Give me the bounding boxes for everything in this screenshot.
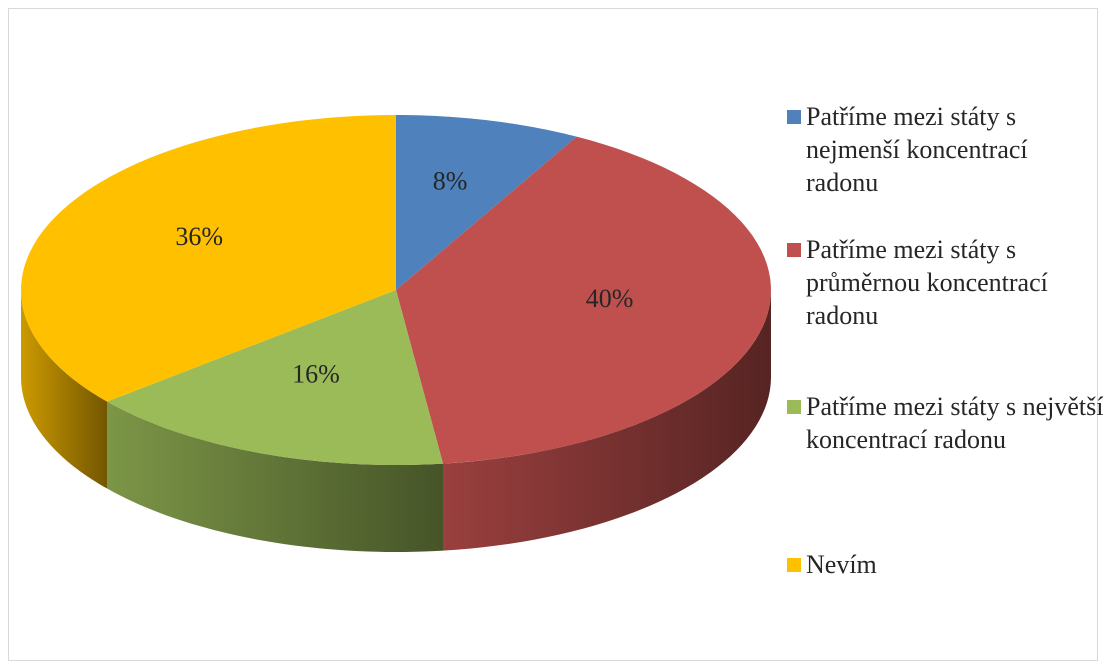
pie-slice [396, 115, 577, 290]
legend-item: Patříme mezi státy s průměrnou koncentra… [787, 233, 1106, 332]
pie-slice [396, 136, 771, 464]
pie-slice [107, 290, 443, 465]
legend-swatch [787, 558, 801, 572]
pie-slice [21, 115, 397, 402]
pie-side [442, 290, 771, 551]
legend-label: Patříme mezi státy s největší koncentrac… [806, 392, 1104, 454]
data-label: 40% [586, 284, 634, 313]
legend-item: Patříme mezi státy s nejmenší koncentrac… [787, 100, 1106, 199]
legend-label: Patříme mezi státy s nejmenší koncentrac… [806, 102, 1028, 197]
data-label: 36% [175, 222, 223, 251]
data-label: 8% [433, 167, 468, 196]
chart-frame [8, 8, 1098, 661]
pie-side [21, 290, 108, 489]
legend-swatch [787, 400, 801, 414]
pie-side [107, 401, 443, 552]
legend-swatch [787, 243, 801, 257]
legend-label: Patříme mezi státy s průměrnou koncentra… [806, 235, 1048, 330]
legend-item: Patříme mezi státy s největší koncentrac… [787, 390, 1106, 456]
legend-item: Nevím [787, 548, 1106, 581]
legend-label: Nevím [806, 550, 877, 579]
legend-swatch [787, 110, 801, 124]
data-label: 16% [292, 359, 340, 388]
